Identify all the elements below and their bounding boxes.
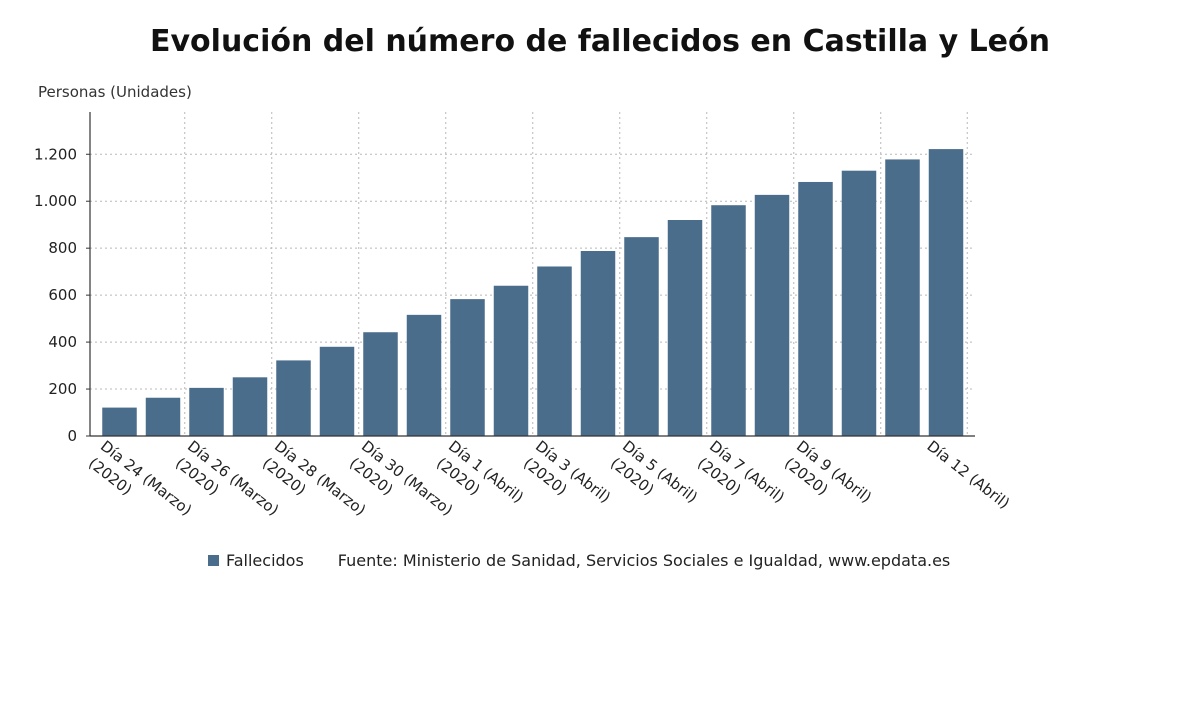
bar-fallecidos: [580, 250, 616, 436]
bar-fallecidos: [319, 346, 355, 436]
y-tick-label: 1.000: [34, 192, 77, 210]
y-tick-label: 200: [48, 380, 77, 398]
y-tick-label: 400: [48, 333, 77, 351]
source-note: Fuente: Ministerio de Sanidad, Servicios…: [337, 551, 951, 570]
x-tick-label: Día 12 (Abril): [924, 437, 1014, 512]
bar-fallecidos: [189, 387, 224, 436]
y-tick-label: 0: [67, 427, 77, 445]
bar-fallecidos: [928, 149, 964, 437]
bar-fallecidos: [450, 299, 485, 436]
bar-fallecidos: [754, 194, 790, 436]
bar-fallecidos: [798, 181, 833, 436]
y-tick-label: 600: [48, 286, 77, 304]
bar-fallecidos: [493, 285, 529, 436]
chart-title: Evolución del número de fallecidos en Ca…: [150, 24, 1050, 59]
legend-label-fallecidos: Fallecidos: [226, 551, 304, 570]
bar-fallecidos: [406, 314, 442, 436]
bar-fallecidos: [276, 360, 311, 436]
bar-fallecidos: [363, 332, 398, 436]
bar-fallecidos: [102, 407, 137, 436]
bar-fallecidos: [841, 170, 877, 436]
bar-fallecidos: [711, 205, 746, 436]
bar-fallecidos: [537, 266, 572, 436]
bar-fallecidos: [885, 159, 920, 436]
bar-fallecidos: [145, 397, 181, 436]
y-tick-label: 800: [48, 239, 77, 257]
legend-swatch-fallecidos: [208, 555, 219, 566]
bar-fallecidos: [624, 237, 659, 436]
bar-fallecidos: [667, 220, 703, 436]
y-axis-label: Personas (Unidades): [38, 83, 192, 101]
legend: Fallecidos Fuente: Ministerio de Sanidad…: [208, 551, 950, 570]
y-tick-label: 1.200: [34, 145, 77, 163]
bar-fallecidos: [232, 377, 268, 436]
